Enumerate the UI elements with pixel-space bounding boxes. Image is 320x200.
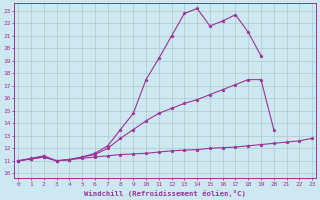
X-axis label: Windchill (Refroidissement éolien,°C): Windchill (Refroidissement éolien,°C) bbox=[84, 190, 246, 197]
